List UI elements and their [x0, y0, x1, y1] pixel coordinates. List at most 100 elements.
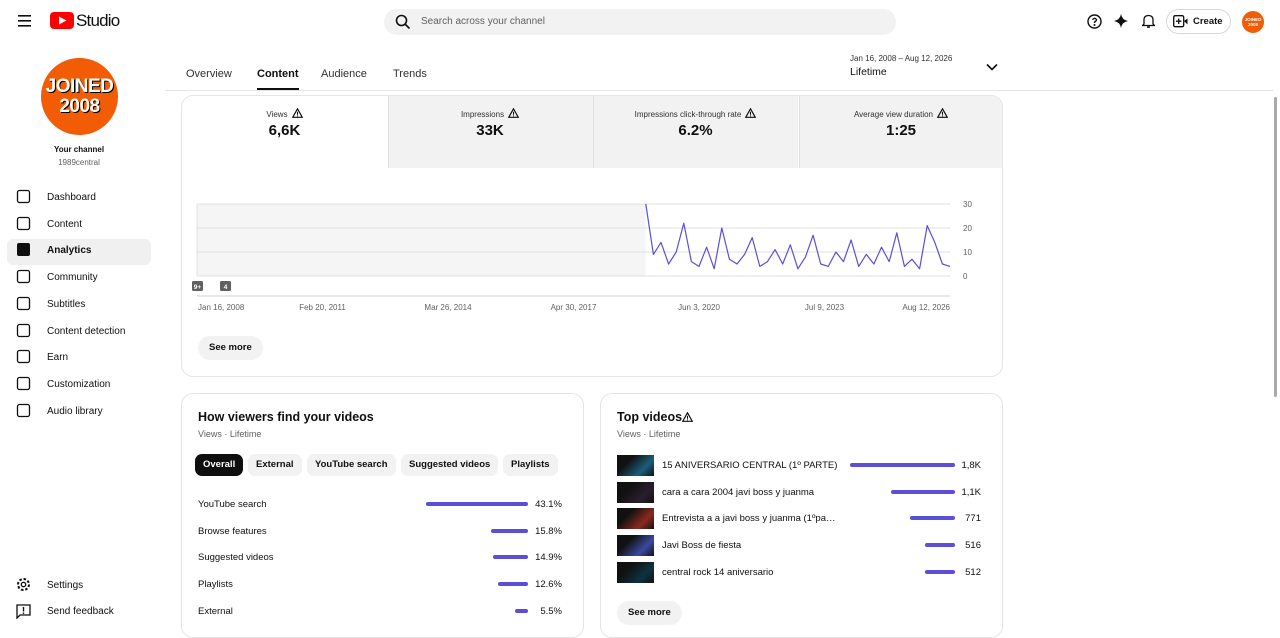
- nav-item[interactable]: Audio library: [47, 405, 103, 417]
- source-value: 5.5%: [540, 605, 562, 617]
- event-marker: [220, 281, 231, 291]
- x-tick-label: Feb 20, 2011: [299, 303, 346, 312]
- video-bar: [910, 516, 955, 521]
- metric-tab[interactable]: [387, 96, 593, 168]
- views-line: [645, 203, 951, 270]
- create-button[interactable]: [1166, 9, 1231, 34]
- nav-item[interactable]: Content: [47, 218, 83, 230]
- metric-value: 33K: [476, 122, 504, 139]
- nav-item[interactable]: Send feedback: [47, 606, 114, 617]
- icon-shape: [16, 403, 31, 417]
- card-subtitle: Views · Lifetime: [617, 429, 681, 439]
- metric-label-text: Impressions click-through rate: [634, 110, 742, 119]
- bell-icon[interactable]: [1142, 14, 1155, 28]
- avatar-line: JOINED: [45, 76, 114, 97]
- video-views: 512: [965, 566, 981, 578]
- video-bar: [890, 489, 955, 494]
- nav-icon: [16, 350, 31, 364]
- help-icon[interactable]: [1087, 14, 1102, 29]
- logo-text[interactable]: Studio: [76, 11, 120, 30]
- top-videos-card: [600, 393, 1003, 638]
- icon-shape: [16, 189, 31, 204]
- metric-label: Impressions click-through rate: [593, 107, 798, 119]
- video-title[interactable]: 15 ANIVERSARIO CENTRAL (1º PARTE): [662, 460, 838, 471]
- scrollbar: [1274, 97, 1277, 397]
- source-name: Browse features: [198, 525, 267, 537]
- date-label[interactable]: Lifetime: [850, 66, 887, 78]
- y-tick-label: 10: [963, 248, 972, 257]
- see-more-button[interactable]: See more: [617, 601, 682, 625]
- date-dropdown-icon[interactable]: [986, 63, 998, 71]
- nav-item[interactable]: Dashboard: [47, 192, 96, 203]
- nav-item[interactable]: Community: [47, 272, 98, 284]
- metric-label: Views: [182, 107, 387, 119]
- warning-icon: [291, 107, 303, 118]
- metric-value: 6,6K: [268, 122, 301, 139]
- metric-tab[interactable]: [182, 96, 387, 168]
- nav-item[interactable]: Content detection: [47, 325, 126, 337]
- tab[interactable]: Audience: [321, 68, 367, 80]
- icon-shape: [16, 376, 31, 391]
- nav-icon: [16, 296, 31, 310]
- search-icon: [395, 14, 411, 30]
- nav-item[interactable]: Analytics: [47, 245, 92, 257]
- filter-chip[interactable]: Playlists: [503, 454, 558, 476]
- filter-chip[interactable]: Suggested videos: [401, 454, 499, 476]
- video-title[interactable]: Entrevista a a javi boss y juanma (1ºpa…: [662, 513, 836, 525]
- video-title[interactable]: cara a cara 2004 javi boss y juanma: [662, 486, 815, 498]
- spark-icon[interactable]: [1114, 14, 1128, 28]
- source-bar: [492, 555, 528, 560]
- y-tick-label: 30: [963, 200, 972, 209]
- source-value: 14.9%: [535, 552, 562, 564]
- y-tick-label: 0: [963, 272, 968, 281]
- source-value: 12.6%: [535, 579, 562, 591]
- nav-icon: [16, 189, 31, 204]
- card-title: Top videos: [617, 410, 683, 424]
- search-box[interactable]: [384, 9, 896, 35]
- nav-item[interactable]: Earn: [47, 352, 69, 364]
- metric-tab[interactable]: [593, 96, 798, 168]
- video-bar: [925, 569, 955, 574]
- source-bar: [498, 582, 528, 587]
- x-tick-label: Aug 12, 2026: [902, 303, 950, 312]
- video-thumbnail: [617, 508, 654, 530]
- card-title: How viewers find your videos: [198, 410, 374, 424]
- video-bar: [924, 543, 955, 548]
- avatar-line: 2008: [59, 96, 100, 117]
- nav-item[interactable]: Settings: [47, 580, 84, 591]
- warning-icon: [682, 412, 693, 422]
- video-thumbnail: [617, 481, 654, 503]
- tab[interactable]: Overview: [186, 68, 232, 80]
- nav-item[interactable]: Customization: [47, 378, 111, 390]
- source-bar: [514, 608, 528, 613]
- filter-chip[interactable]: YouTube search: [307, 454, 396, 476]
- tab[interactable]: Trends: [393, 68, 427, 80]
- filter-chip[interactable]: External: [248, 454, 302, 476]
- logo-icon[interactable]: [50, 12, 74, 29]
- metric-label-text: Impressions: [460, 110, 505, 119]
- nav-item[interactable]: Subtitles: [47, 298, 86, 310]
- x-tick-label: Jul 9, 2023: [805, 303, 845, 312]
- see-more-button[interactable]: See more: [198, 336, 263, 360]
- nav-icon: [16, 269, 31, 284]
- search-placeholder[interactable]: Search across your channel: [421, 16, 545, 27]
- account-avatar[interactable]: JOINED 2008: [1242, 11, 1264, 33]
- tab[interactable]: Content: [257, 68, 299, 80]
- create-label[interactable]: Create: [1193, 16, 1223, 27]
- filter-chip[interactable]: Overall: [195, 454, 244, 476]
- nav-icon: [16, 403, 31, 417]
- source-name: Playlists: [198, 579, 233, 591]
- icon-shape: [17, 243, 30, 257]
- video-title[interactable]: Javi Boss de fiesta: [662, 540, 742, 552]
- channel-avatar[interactable]: JOINED 2008: [41, 58, 118, 135]
- menu-icon[interactable]: [18, 15, 32, 27]
- settings-icon: [17, 578, 30, 591]
- video-title[interactable]: central rock 14 aniversario: [662, 566, 774, 578]
- source-bar: [426, 502, 528, 506]
- date-range[interactable]: Jan 16, 2008 – Aug 12, 2026: [850, 54, 953, 63]
- tab-divider: [165, 90, 1273, 91]
- metric-label-text: Views: [266, 110, 288, 119]
- metric-tab[interactable]: [798, 96, 1002, 168]
- icon-shape: [16, 323, 31, 337]
